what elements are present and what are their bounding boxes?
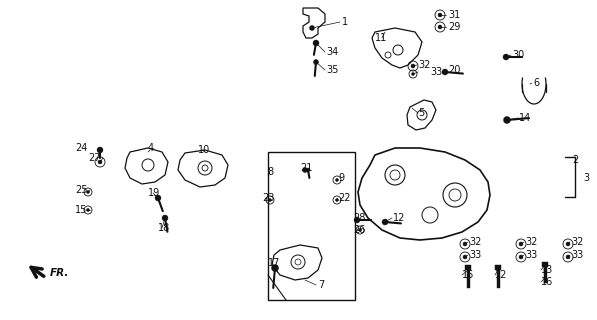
Bar — [466, 270, 469, 288]
Circle shape — [566, 255, 570, 259]
Text: 32: 32 — [571, 237, 583, 247]
Text: 32: 32 — [418, 60, 430, 70]
Text: 12: 12 — [495, 270, 507, 280]
Circle shape — [313, 40, 319, 46]
Text: 32: 32 — [469, 237, 481, 247]
Text: 16: 16 — [462, 270, 474, 280]
Text: 3: 3 — [583, 173, 589, 183]
Circle shape — [97, 147, 103, 153]
Circle shape — [503, 54, 509, 60]
Circle shape — [303, 167, 307, 172]
Circle shape — [269, 198, 272, 202]
Text: 31: 31 — [448, 10, 460, 20]
Circle shape — [411, 64, 415, 68]
Text: 33: 33 — [469, 250, 481, 260]
Circle shape — [162, 215, 168, 221]
Circle shape — [438, 13, 442, 17]
Text: 21: 21 — [300, 163, 312, 173]
Circle shape — [442, 69, 448, 75]
Circle shape — [503, 116, 510, 124]
Circle shape — [463, 255, 467, 259]
Bar — [465, 265, 471, 270]
Text: 20: 20 — [448, 65, 460, 75]
Text: 22: 22 — [338, 193, 350, 203]
Text: 14: 14 — [519, 113, 531, 123]
Circle shape — [382, 219, 388, 225]
Text: 18: 18 — [158, 223, 170, 233]
Circle shape — [519, 255, 523, 259]
Text: 6: 6 — [533, 78, 539, 88]
Circle shape — [155, 195, 161, 201]
Text: 23: 23 — [262, 193, 275, 203]
Text: 5: 5 — [418, 108, 424, 118]
Text: 33: 33 — [525, 250, 537, 260]
Text: 8: 8 — [267, 167, 273, 177]
Text: 34: 34 — [326, 47, 338, 57]
Text: 28: 28 — [353, 213, 365, 223]
Text: 13: 13 — [541, 265, 553, 275]
Text: 33: 33 — [571, 250, 583, 260]
Text: 30: 30 — [512, 50, 524, 60]
Text: 32: 32 — [525, 237, 537, 247]
Circle shape — [519, 242, 523, 246]
Text: 12: 12 — [393, 213, 405, 223]
Bar — [268, 152, 355, 300]
Text: 2: 2 — [572, 155, 578, 165]
Circle shape — [336, 179, 338, 181]
Text: 9: 9 — [338, 173, 344, 183]
Text: 1: 1 — [342, 17, 348, 27]
Bar — [497, 270, 500, 288]
Text: 15: 15 — [75, 205, 87, 215]
Text: 11: 11 — [375, 33, 387, 43]
Bar — [542, 262, 548, 267]
Text: 26: 26 — [353, 225, 365, 235]
Text: 35: 35 — [326, 65, 338, 75]
Circle shape — [438, 25, 442, 29]
Text: FR.: FR. — [50, 268, 69, 278]
Circle shape — [306, 168, 310, 172]
Text: 10: 10 — [198, 145, 210, 155]
Circle shape — [87, 190, 90, 194]
Text: 33: 33 — [430, 67, 442, 77]
Text: 27: 27 — [88, 153, 100, 163]
Text: 16: 16 — [541, 277, 553, 287]
Text: 7: 7 — [318, 280, 324, 290]
Circle shape — [411, 73, 414, 76]
Circle shape — [354, 217, 360, 223]
Text: 19: 19 — [148, 188, 160, 198]
Circle shape — [272, 265, 278, 271]
Circle shape — [313, 60, 319, 65]
Text: 29: 29 — [448, 22, 460, 32]
Circle shape — [87, 209, 90, 212]
Circle shape — [336, 198, 338, 202]
Circle shape — [566, 242, 570, 246]
Circle shape — [98, 160, 102, 164]
Text: 24: 24 — [75, 143, 87, 153]
Bar — [495, 265, 501, 270]
Circle shape — [309, 26, 315, 30]
Bar — [543, 267, 546, 283]
Text: 17: 17 — [268, 258, 281, 268]
Text: 25: 25 — [75, 185, 88, 195]
Text: 4: 4 — [148, 143, 154, 153]
Circle shape — [359, 228, 362, 231]
Circle shape — [463, 242, 467, 246]
